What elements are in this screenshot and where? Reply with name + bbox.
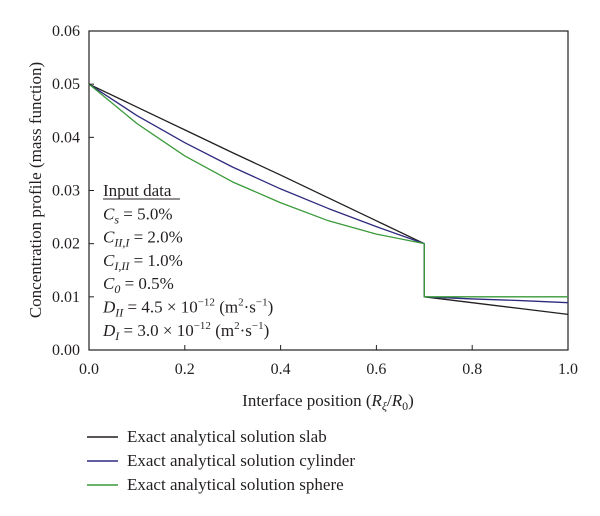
y-tick-label: 0.01 [52, 289, 80, 306]
x-tick-label: 0.2 [175, 361, 195, 378]
ticks-layer: 0.0 0.2 0.4 0.6 0.8 1.0 0.00 0.01 0.02 0.03 0.04 0.… [52, 23, 578, 378]
x-tick-label: 0.8 [462, 361, 482, 378]
y-tick-label: 0.03 [52, 183, 80, 200]
annotation-line: CII,I = 2.0% [103, 228, 183, 250]
annotation-line: DII = 4.5 × 10−12 (m2·s−1) [102, 297, 273, 320]
annotation-line: DI = 3.0 × 10−12 (m2·s−1) [102, 320, 269, 343]
x-tick-label: 0.0 [79, 361, 99, 378]
y-tick-label: 0.00 [52, 342, 80, 359]
x-tick-label: 0.4 [271, 361, 291, 378]
input-data-annotation: Input data Cs = 5.0%CII,I = 2.0%CI,II = 1… [102, 181, 273, 343]
x-tick-label: 0.6 [366, 361, 386, 378]
legend-label-2: Exact analytical solution cylinder [127, 451, 355, 470]
legend-label-1: Exact analytical solution slab [127, 427, 327, 446]
y-axis-title: Concentration profile (mass function) [26, 62, 45, 318]
y-tick-label: 0.06 [52, 23, 80, 40]
annotation-line: Cs = 5.0% [103, 204, 173, 226]
x-tick-label: 1.0 [558, 361, 578, 378]
series-layer [88, 83, 569, 316]
annotation-line: C0 = 0.5% [103, 274, 174, 296]
y-tick-label: 0.04 [52, 129, 80, 146]
series-line-2 [88, 83, 569, 304]
y-tick-label: 0.05 [52, 76, 80, 93]
y-tick-label: 0.02 [52, 236, 80, 253]
series-line-1 [88, 83, 569, 316]
annotation-line: CI,II = 1.0% [103, 251, 183, 273]
series-line-3 [88, 83, 568, 298]
x-axis-title: Interface position (Rξ/R0) [242, 391, 414, 413]
legend: Exact analytical solution slab Exact anal… [87, 427, 355, 494]
legend-label-3: Exact analytical solution sphere [127, 475, 344, 494]
annotation-title: Input data [103, 181, 172, 200]
